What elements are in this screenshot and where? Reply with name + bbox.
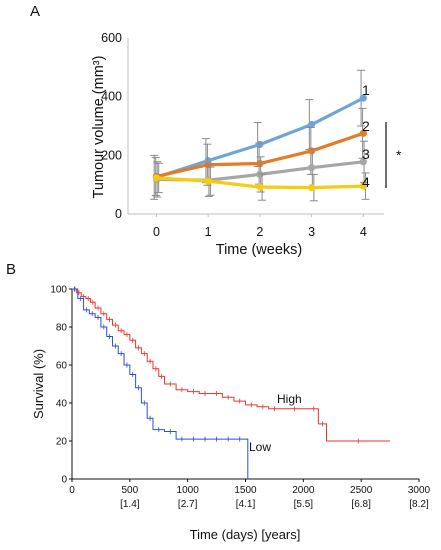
chart-b-y-tick-label: 0 (61, 475, 67, 486)
chart-b-series-low (72, 286, 249, 479)
chart-b-y-tick-label: 60 (56, 361, 68, 372)
data-point (256, 140, 264, 149)
series-line (156, 131, 364, 179)
chart-a-series (150, 69, 370, 202)
chart-a-y-tick-label: 400 (101, 90, 122, 104)
chart-b-x-tick-year-label: [2.7] (178, 499, 198, 510)
chart-a-ylabel: Tumour volume (mm³) (91, 56, 107, 199)
panel-a-label: A (30, 3, 40, 20)
chart-b-y-tick-label: 40 (56, 399, 68, 410)
data-point (204, 177, 212, 185)
significance-marker: * (396, 147, 402, 163)
data-point (359, 129, 367, 137)
chart-a-x-tick-label: 1 (205, 225, 212, 239)
chart-b-series-high (72, 286, 391, 444)
chart-a-series-label: 2 (362, 118, 370, 134)
chart-a-x-tick-label: 0 (153, 225, 160, 239)
chart-b-x-tick-label: 1500 (234, 485, 257, 496)
chart-b-series (72, 286, 391, 479)
chart-b-x-tick-year-label: [4.1] (236, 499, 256, 510)
chart-b-x-tick-year-label: [8.2] (409, 499, 429, 510)
chart-a: 0 200 400 600 0 1 2 3 4 1 2 3 4 * Time (weeks) Tumo… (91, 31, 402, 258)
data-point (359, 182, 367, 190)
chart-a-series-label: 3 (362, 146, 370, 162)
chart-b-ylabel: Survival (%) (31, 349, 46, 419)
series-label-high: High (277, 392, 302, 406)
data-point (307, 184, 316, 192)
chart-a-series-4 (152, 162, 370, 202)
chart-a-x-tick-label: 2 (256, 225, 263, 239)
chart-b-x-tick-year-label: [5.5] (294, 499, 314, 510)
data-point (307, 147, 316, 155)
chart-b-y-tick-label: 80 (56, 323, 68, 334)
data-point (152, 174, 161, 182)
chart-a-y-tick-label: 200 (101, 148, 122, 162)
chart-b-x-tick-label: 2500 (350, 485, 373, 496)
chart-b-x-tick-label: 2000 (292, 485, 315, 496)
chart-a-series-labels: 1 2 3 4 (362, 82, 370, 190)
data-point (359, 94, 367, 102)
data-point (256, 159, 264, 168)
panel-b-label: B (6, 261, 16, 278)
chart-b-xlabel: Time (days) [years] (190, 527, 301, 542)
chart-b-x-tick-year-label: [6.8] (351, 499, 371, 510)
chart-a-axes: 0 200 400 600 0 1 2 3 4 (101, 31, 384, 239)
chart-a-xlabel: Time (weeks) (216, 242, 302, 258)
chart-a-series-label: 4 (362, 174, 370, 190)
chart-b-x-tick-label: 500 (121, 485, 138, 496)
chart-b-x-tick-year-label: [1.4] (120, 499, 140, 510)
chart-b-x-tick-label: 3000 (408, 485, 431, 496)
chart-a-y-tick-label: 0 (115, 207, 122, 221)
series-label-low: Low (249, 440, 271, 454)
data-point (204, 161, 212, 169)
chart-b-y-tick-label: 100 (50, 285, 67, 296)
survival-curve (72, 288, 391, 442)
chart-a-series-2 (151, 107, 367, 197)
chart-a-x-tick-label: 3 (308, 225, 315, 239)
chart-a-series-label: 1 (362, 82, 370, 98)
survival-curve (72, 288, 249, 479)
chart-b-y-tick-label: 20 (56, 437, 68, 448)
chart-a-y-tick-label: 600 (101, 31, 122, 45)
data-point (307, 120, 316, 129)
chart-a-x-tick-label: 4 (360, 225, 367, 239)
data-point (307, 164, 316, 172)
chart-b-x-tick-label: 0 (69, 485, 75, 496)
chart-b-x-tick-label: 1000 (177, 485, 200, 496)
data-point (256, 183, 264, 191)
data-point (359, 158, 367, 166)
